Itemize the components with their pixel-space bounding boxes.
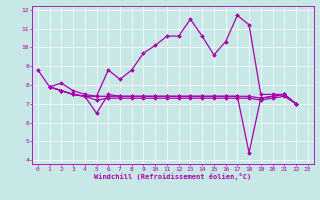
X-axis label: Windchill (Refroidissement éolien,°C): Windchill (Refroidissement éolien,°C) (94, 173, 252, 180)
